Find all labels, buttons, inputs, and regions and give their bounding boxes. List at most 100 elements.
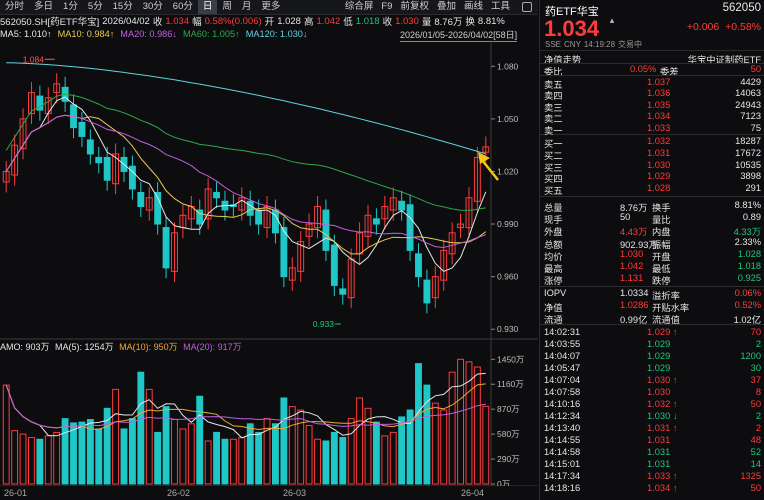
amo-ma5: MA(5): 1254万 — [55, 342, 114, 352]
tick-row: 14:18:16 1.034 ↑ 50 — [544, 483, 761, 493]
ask-row: 卖一 1.033 75 — [544, 122, 761, 136]
candle-body — [372, 218, 380, 225]
candle-body — [288, 267, 296, 281]
volume-bar — [61, 418, 69, 485]
volume-bar — [86, 419, 94, 485]
candle-body — [103, 156, 111, 181]
ma-line — [6, 62, 486, 155]
date-range[interactable]: 2026/01/05-2026/04/02[58日] — [400, 30, 518, 42]
volume-bar — [347, 418, 355, 485]
panel-title-row: 净值走势 华宝中证制药ETF — [544, 55, 761, 65]
candle-body — [28, 92, 35, 115]
volume-bar — [162, 406, 170, 485]
stat-row: 总量 8.76万 换手 8.81% — [544, 200, 761, 213]
price-axis-label: 1.050 — [497, 114, 519, 124]
price-axis-label: 0.990 — [497, 219, 519, 229]
price-change: +0.006 +0.58% — [686, 21, 761, 33]
candle-body — [448, 232, 456, 255]
volume-axis-label: 870万 — [497, 404, 520, 414]
date-label: 26-01 — [4, 488, 28, 498]
tab-分时[interactable]: 分时 — [5, 1, 25, 12]
tab-15分[interactable]: 15分 — [112, 1, 133, 12]
tab-30分[interactable]: 30分 — [142, 1, 163, 12]
candle-body — [145, 197, 153, 211]
volume-axis-label: 580万 — [497, 429, 520, 439]
candle-body — [339, 288, 347, 295]
tab-日[interactable]: 日 — [197, 0, 218, 14]
tool-叠加[interactable]: 叠加 — [436, 1, 456, 12]
candle-body — [482, 146, 490, 153]
tick-row: 14:17:34 1.033 ↑ 1325 — [544, 471, 761, 481]
tab-月[interactable]: 月 — [241, 1, 252, 12]
volume-bar — [36, 438, 44, 485]
candle-body — [322, 209, 330, 251]
volume-bar — [322, 440, 330, 485]
stat-row: 最高 1.042 最低 1.018 — [544, 261, 761, 274]
candle-body — [389, 197, 397, 211]
lock-icon[interactable] — [522, 2, 532, 12]
tab-5分[interactable]: 5分 — [87, 1, 103, 12]
tick-row: 14:15:01 1.031 14 — [544, 459, 761, 469]
volume-bar — [364, 407, 372, 485]
volume-axis-label: 0万 — [497, 479, 510, 486]
volume-bar — [330, 431, 338, 485]
period-toolbar: 分时 多日 1分 5分 15分 30分 60分日周月更多 综合屏 F9 前复权 叠加 画线 工具 — [0, 0, 538, 15]
bid-row: 买三 1.030 10535 — [544, 159, 761, 173]
candle-body — [255, 209, 263, 225]
order-ratio-row: 委比 0.05% 委差 50 — [544, 64, 761, 77]
tool-前复权[interactable]: 前复权 — [400, 1, 429, 12]
ma-legend-item: MA20: 0.986↓ — [120, 28, 177, 39]
tab-周[interactable]: 周 — [222, 1, 232, 12]
volume-ma-line — [5, 384, 486, 429]
quote-subinfo: SSE CNY 14:19:28 交易中 — [545, 40, 643, 49]
candle-body — [381, 206, 389, 220]
price-axis-label: 1.020 — [497, 166, 519, 176]
tool-画线[interactable]: 画线 — [463, 1, 483, 12]
security-name: 药ETF华宝 — [545, 6, 599, 18]
last-price: 1.034 — [544, 16, 600, 41]
tool-综合屏[interactable]: 综合屏 — [344, 1, 374, 12]
kline-chart[interactable]: 1.080 1.050 1.020 0.990 0.960 0.930 1.084 0.933… — [0, 0, 538, 486]
volume-bar — [187, 423, 195, 485]
volume-bar — [255, 431, 263, 485]
ma-line — [5, 96, 487, 272]
amo-ma20: MA(20): 917万 — [183, 342, 242, 352]
tool-工具[interactable]: 工具 — [490, 1, 510, 12]
candle-body — [364, 214, 372, 237]
volume-bar — [297, 409, 305, 485]
tab-1分[interactable]: 1分 — [63, 1, 78, 12]
volume-bar — [389, 431, 397, 485]
tick-row: 14:03:55 1.029 2 — [544, 339, 761, 349]
ask-row: 卖五 1.037 4429 — [544, 77, 761, 90]
volume-bar — [448, 371, 456, 485]
volume-bar — [339, 437, 347, 485]
tab-多日[interactable]: 多日 — [34, 1, 54, 12]
expand-icon[interactable]: ▴ — [609, 15, 615, 25]
volume-bar — [112, 388, 120, 485]
candle-body — [263, 206, 271, 229]
volume-bar — [280, 397, 288, 485]
amo-legend: AMO: 903万 MA(5): 1254万 MA(10): 950万 MA(2… — [0, 340, 245, 353]
bid-row: 买四 1.029 3898 — [544, 171, 761, 185]
bid-row: 买二 1.031 17672 — [544, 147, 761, 161]
ma-legend-item: MA60: 1.005↑ — [183, 28, 240, 39]
tab-60分[interactable]: 60分 — [172, 1, 193, 12]
amo-label: AMO: 903万 — [0, 342, 50, 352]
info-high: 1.042 — [316, 15, 341, 27]
date-label: 26-03 — [283, 488, 307, 498]
volume-bar — [2, 384, 10, 485]
candle-body — [137, 192, 145, 208]
low-marker: 0.933 — [313, 319, 335, 329]
ask-row: 卖三 1.035 24943 — [544, 99, 761, 113]
quote-header: 药ETF华宝 562050 1.034 ▴ +0.006 +0.58% SSE C… — [540, 0, 764, 50]
volume-bar — [11, 430, 19, 485]
tab-更多[interactable]: 更多 — [261, 1, 281, 12]
volume-bar — [356, 397, 364, 485]
tool-F9[interactable]: F9 — [381, 1, 393, 12]
volume-axis-label: 290万 — [497, 454, 520, 464]
volume-bar — [398, 416, 406, 485]
candle-body — [78, 121, 86, 137]
candle-body — [465, 197, 473, 229]
info-date: 2026/04/02 — [102, 15, 150, 27]
candle-body — [213, 192, 220, 199]
